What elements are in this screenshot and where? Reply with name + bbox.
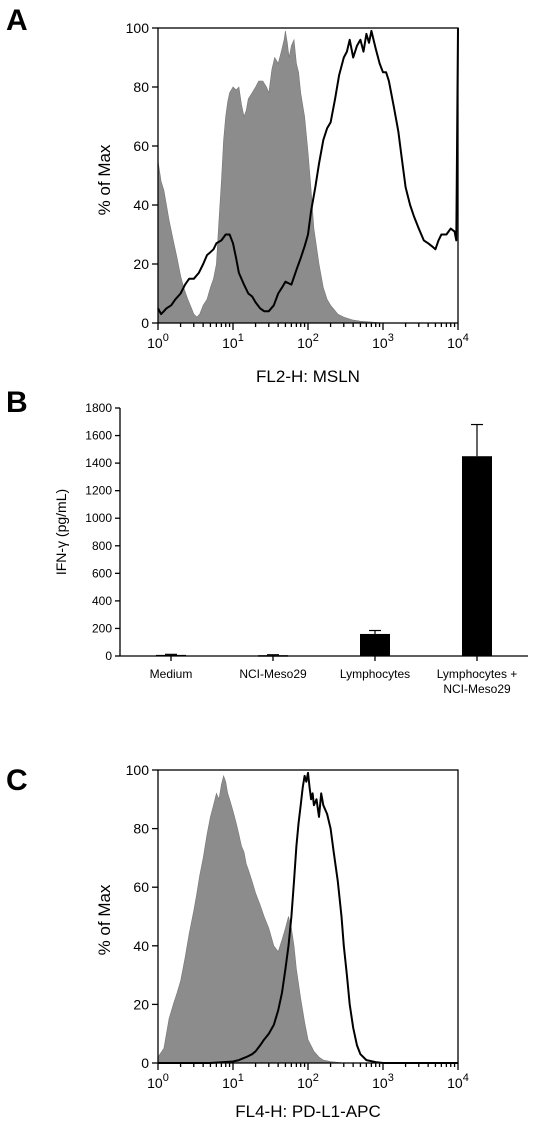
panel-a-y-tick-label: 60: [133, 138, 149, 154]
panel-b-y-tick-label: 800: [92, 539, 112, 553]
y-axis-label-c: % of Max: [95, 884, 114, 955]
panel-c-y-tick-label: 80: [133, 821, 149, 837]
histogram-msln: 0 20 40 60 80 100 100 101 102 103 104 % of Max FL2…: [95, 20, 469, 386]
panel-a-x-tick-label: 100: [147, 332, 169, 351]
panel-c-x-tick-label: 100: [147, 1072, 169, 1091]
panel-b-category-label: Medium: [150, 667, 193, 681]
y-axis-label-b: IFN-γ (pg/mL): [53, 489, 69, 575]
panel-b-bar: [462, 456, 492, 656]
panel-c-x-tick-label: 102: [297, 1072, 319, 1091]
x-axis-label-a: FL2-H: MSLN: [256, 367, 360, 386]
panel-b-y-tick-label: 200: [92, 621, 112, 635]
panel-c-y-tick-label: 20: [133, 996, 149, 1012]
panel-a-series-control-fill: [157, 30, 458, 324]
histogram-pd-l1: 0 20 40 60 80 100 100 101 102 103 104 % of Max FL4…: [95, 762, 469, 1121]
panel-letter-a: A: [6, 4, 28, 37]
panel-b-category-label: Lymphocytes +: [437, 667, 518, 681]
panel-b-y-tick-label: 600: [92, 566, 112, 580]
panel-c-y-tick-label: 100: [126, 762, 150, 778]
panel-a-x-tick-label: 101: [222, 332, 244, 351]
panel-a-y-tick-label: 100: [126, 20, 150, 36]
panel-letter-b: B: [6, 386, 28, 419]
panel-c-y-tick-label: 60: [133, 879, 149, 895]
panel-b-y-tick-label: 1400: [85, 456, 112, 470]
plot-area-c: 0 20 40 60 80 100 100 101 102 103 104: [126, 762, 469, 1091]
panel-a-series-sample-line: [157, 27, 459, 316]
plot-area-b: 0 200 400 600 800 1000 1200 1400 1600 1800 Medium N…: [85, 401, 528, 696]
panel-b-bar: [360, 633, 390, 656]
panel-b-y-tick-label: 1200: [85, 484, 112, 498]
panel-c-y-tick-label: 0: [141, 1055, 149, 1071]
panel-b-category-label: NCI-Meso29: [239, 667, 307, 681]
panel-b-category-label: Lymphocytes: [340, 667, 410, 681]
panel-a-x-tick-label: 104: [447, 332, 469, 351]
panel-b-y-tick-label: 1600: [85, 429, 112, 443]
panel-a-y-tick-label: 80: [133, 79, 149, 95]
panel-a-y-tick-label: 40: [133, 197, 149, 213]
x-axis-label-c: FL4-H: PD-L1-APC: [235, 1102, 380, 1121]
panel-b-y-tick-label: 400: [92, 594, 112, 608]
panel-b-bar: [156, 654, 186, 657]
panel-c-y-tick-label: 40: [133, 938, 149, 954]
panel-c-series-sample-line: [158, 771, 458, 1064]
panel-a-y-tick-label: 0: [141, 315, 149, 331]
panel-c-x-tick-label: 101: [222, 1072, 244, 1091]
bar-chart-ifn-gamma: 0 200 400 600 800 1000 1200 1400 1600 1800 Medium N…: [53, 401, 528, 696]
panel-a-x-tick-label: 103: [372, 332, 394, 351]
panel-a-x-tick-label: 102: [297, 332, 319, 351]
panel-b-y-tick-label: 1800: [85, 401, 112, 415]
panel-a-y-tick-label: 20: [133, 256, 149, 272]
y-axis-label-a: % of Max: [95, 144, 114, 215]
panel-b-y-tick-label: 0: [105, 649, 112, 663]
panel-c-x-tick-label: 104: [447, 1072, 469, 1091]
plot-area-a: 0 20 40 60 80 100 100 101 102 103 104: [126, 20, 469, 351]
panel-c-series-control-fill: [157, 774, 458, 1064]
panel-letter-c: C: [6, 764, 28, 797]
panel-c-x-tick-label: 103: [372, 1072, 394, 1091]
panel-b-category-label: NCI-Meso29: [443, 682, 511, 696]
panel-b-y-tick-label: 1000: [85, 511, 112, 525]
panel-b-bar: [258, 655, 288, 657]
